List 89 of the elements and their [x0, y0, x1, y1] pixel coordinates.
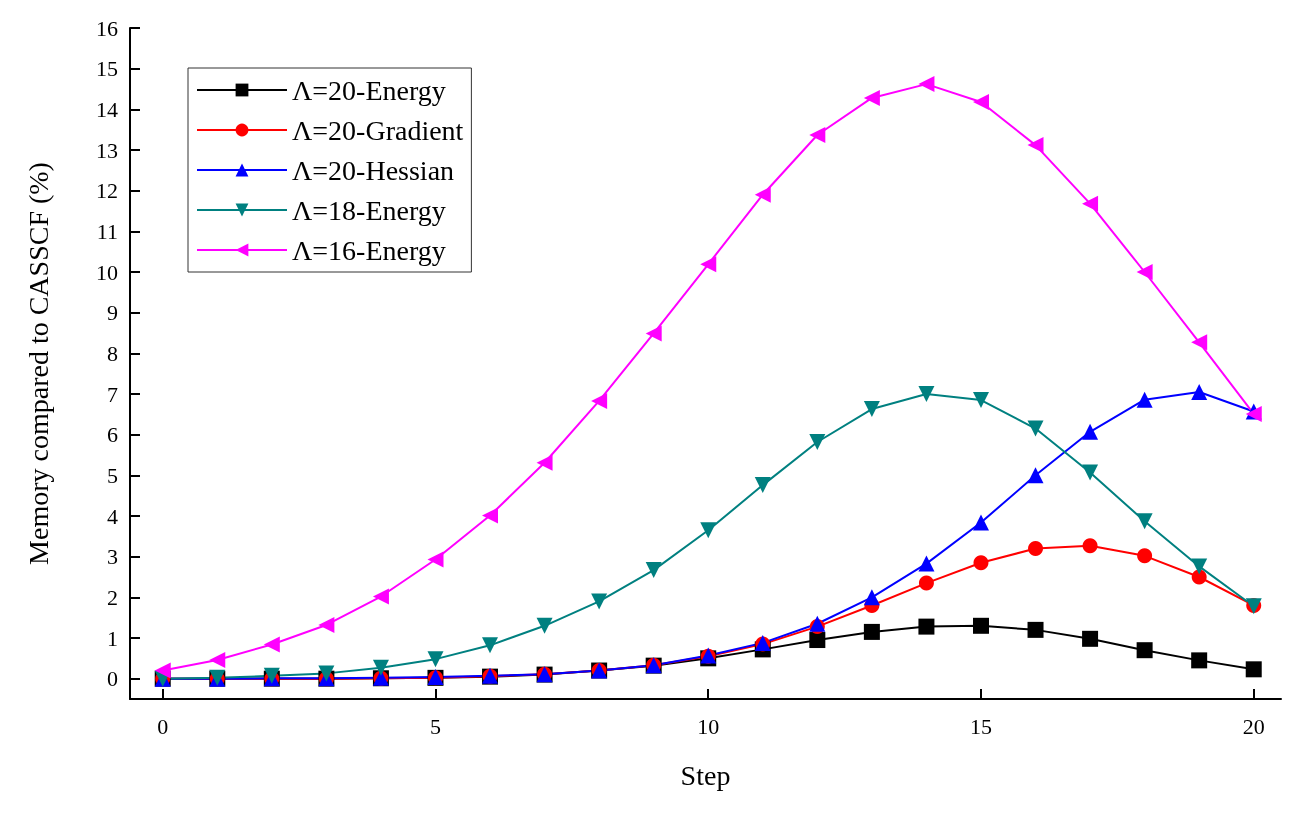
point: [1082, 423, 1099, 440]
y-tick-label: 4: [107, 503, 118, 529]
point: [1191, 334, 1208, 351]
y-tick-label: 16: [96, 15, 118, 41]
point: [972, 94, 989, 111]
x-tick-label: 15: [969, 713, 992, 739]
point: [482, 507, 499, 524]
y-tick-label: 13: [96, 137, 118, 163]
y-tick-label: 2: [107, 584, 118, 610]
point: [1027, 420, 1044, 437]
point: [536, 454, 553, 471]
legend-label: Λ=20-Gradient: [292, 114, 464, 146]
y-tick-label: 5: [107, 462, 118, 488]
point: [809, 615, 826, 632]
point: [863, 89, 880, 106]
y-tick-label: 7: [107, 381, 118, 407]
y-tick-label: 15: [96, 56, 118, 82]
x-tick-label: 5: [429, 713, 441, 739]
point: [1082, 538, 1098, 554]
x-tick-label: 20: [1242, 713, 1265, 739]
point: [645, 325, 662, 342]
point: [863, 623, 880, 640]
point: [918, 575, 934, 591]
y-tick-label: 14: [96, 96, 118, 122]
point: [427, 651, 444, 668]
y-tick-label: 10: [96, 259, 118, 285]
legend-label: Λ=16-Energy: [292, 234, 446, 266]
y-tick-label: 8: [107, 340, 118, 366]
x-tick-label: 0: [157, 713, 169, 739]
point: [427, 551, 444, 568]
legend-label: Λ=20-Energy: [292, 74, 446, 106]
x-axis-title: Step: [680, 759, 731, 791]
point: [1082, 195, 1099, 212]
point: [1082, 630, 1099, 647]
point: [1027, 467, 1044, 484]
point: [1082, 464, 1099, 481]
point: [700, 256, 717, 273]
point: [1191, 558, 1208, 575]
point: [372, 659, 389, 676]
point: [918, 76, 935, 93]
point: [263, 636, 280, 653]
point: [972, 514, 989, 531]
point: [482, 637, 499, 654]
y-tick-label: 1: [107, 625, 118, 651]
y-tick-label: 11: [96, 218, 118, 244]
point: [536, 617, 553, 634]
y-tick-label: 9: [107, 300, 118, 326]
point: [1245, 661, 1262, 678]
point: [1136, 391, 1153, 408]
y-tick-label: 0: [107, 666, 118, 692]
point: [754, 186, 771, 203]
point: [1027, 137, 1044, 154]
point: [1136, 642, 1153, 659]
point: [972, 617, 989, 634]
y-tick-label: 3: [107, 544, 118, 570]
point: [1028, 541, 1044, 557]
point: [754, 477, 771, 494]
x-tick-label: 10: [697, 713, 720, 739]
point: [863, 589, 880, 606]
point: [972, 392, 989, 409]
point: [809, 632, 826, 649]
point: [973, 555, 989, 571]
point: [1191, 569, 1207, 585]
legend-label: Λ=20-Hessian: [292, 154, 455, 186]
point: [863, 401, 880, 418]
point: [918, 555, 935, 572]
point: [372, 588, 389, 605]
point: [918, 618, 935, 635]
point: [1136, 513, 1153, 530]
y-tick-label: 6: [107, 422, 118, 448]
point: [1191, 652, 1208, 669]
point: [1191, 383, 1208, 400]
y-axis-title: Memory compared to CASSCF (%): [22, 162, 54, 565]
point: [209, 651, 226, 668]
point: [154, 662, 171, 679]
point: [318, 665, 335, 682]
point: [809, 126, 826, 143]
point: [318, 616, 335, 633]
point: [591, 392, 608, 409]
legend-label: Λ=18-Energy: [292, 194, 446, 226]
point: [1136, 264, 1153, 280]
point: [918, 386, 935, 402]
point: [809, 433, 826, 450]
point: [591, 593, 608, 610]
point: [1137, 548, 1153, 564]
point: [1027, 621, 1044, 638]
y-tick-label: 12: [96, 178, 118, 204]
point: [645, 562, 662, 579]
point: [700, 522, 717, 539]
